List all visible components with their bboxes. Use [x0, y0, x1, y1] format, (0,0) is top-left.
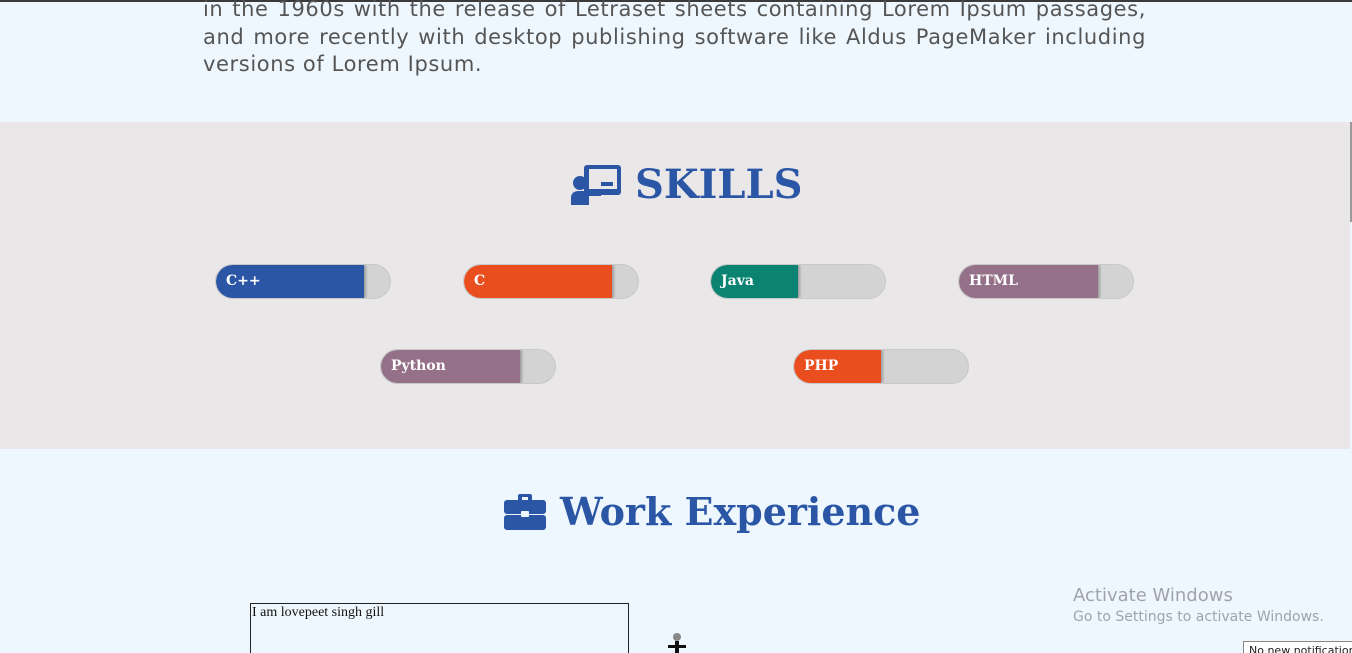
experience-entry: I am lovepeet singh gill: [250, 603, 629, 653]
skill-label: C: [474, 273, 486, 289]
skill-fill: [711, 265, 798, 298]
skill-fill: [959, 265, 1099, 298]
scrollbar-thumb[interactable]: [1350, 122, 1352, 222]
work-experience-heading: Work Experience: [504, 489, 920, 534]
skill-label: PHP: [804, 358, 839, 374]
skill-bar-python: Python: [380, 349, 556, 384]
skill-label: HTML: [969, 273, 1018, 289]
skill-fill: [216, 265, 364, 298]
work-experience-section: [0, 449, 1352, 653]
skill-label: C++: [226, 273, 261, 289]
skills-heading: SKILLS: [571, 161, 803, 208]
skill-fill: [794, 350, 881, 383]
skill-bar-c: C: [463, 264, 639, 299]
skill-bar-cpp: C++: [215, 264, 391, 299]
skill-label: Java: [721, 273, 754, 289]
activate-windows-watermark: Activate Windows Go to Settings to activ…: [1073, 585, 1324, 627]
skill-label: Python: [391, 358, 446, 374]
chalkboard-teacher-icon: [571, 164, 621, 205]
skill-bar-java: Java: [710, 264, 886, 299]
watermark-line2: Go to Settings to activate Windows.: [1073, 609, 1324, 625]
intro-paragraph: in the 1960s with the release of Letrase…: [203, 0, 1146, 76]
notification-tooltip: No new notifications: [1243, 641, 1352, 653]
skill-fill: [381, 350, 521, 383]
skills-title: SKILLS: [635, 161, 803, 208]
timeline-marker-icon: [668, 633, 686, 653]
skill-bar-php: PHP: [793, 349, 969, 384]
work-experience-title: Work Experience: [560, 489, 921, 534]
watermark-line1: Activate Windows: [1073, 585, 1233, 606]
experience-entry-text: I am lovepeet singh gill: [252, 605, 385, 620]
intro-section: in the 1960s with the release of Letrase…: [0, 0, 1352, 122]
skill-bar-html: HTML: [958, 264, 1134, 299]
briefcase-icon: [504, 493, 546, 530]
notification-text: No new notifications: [1249, 644, 1352, 653]
skill-fill: [464, 265, 612, 298]
